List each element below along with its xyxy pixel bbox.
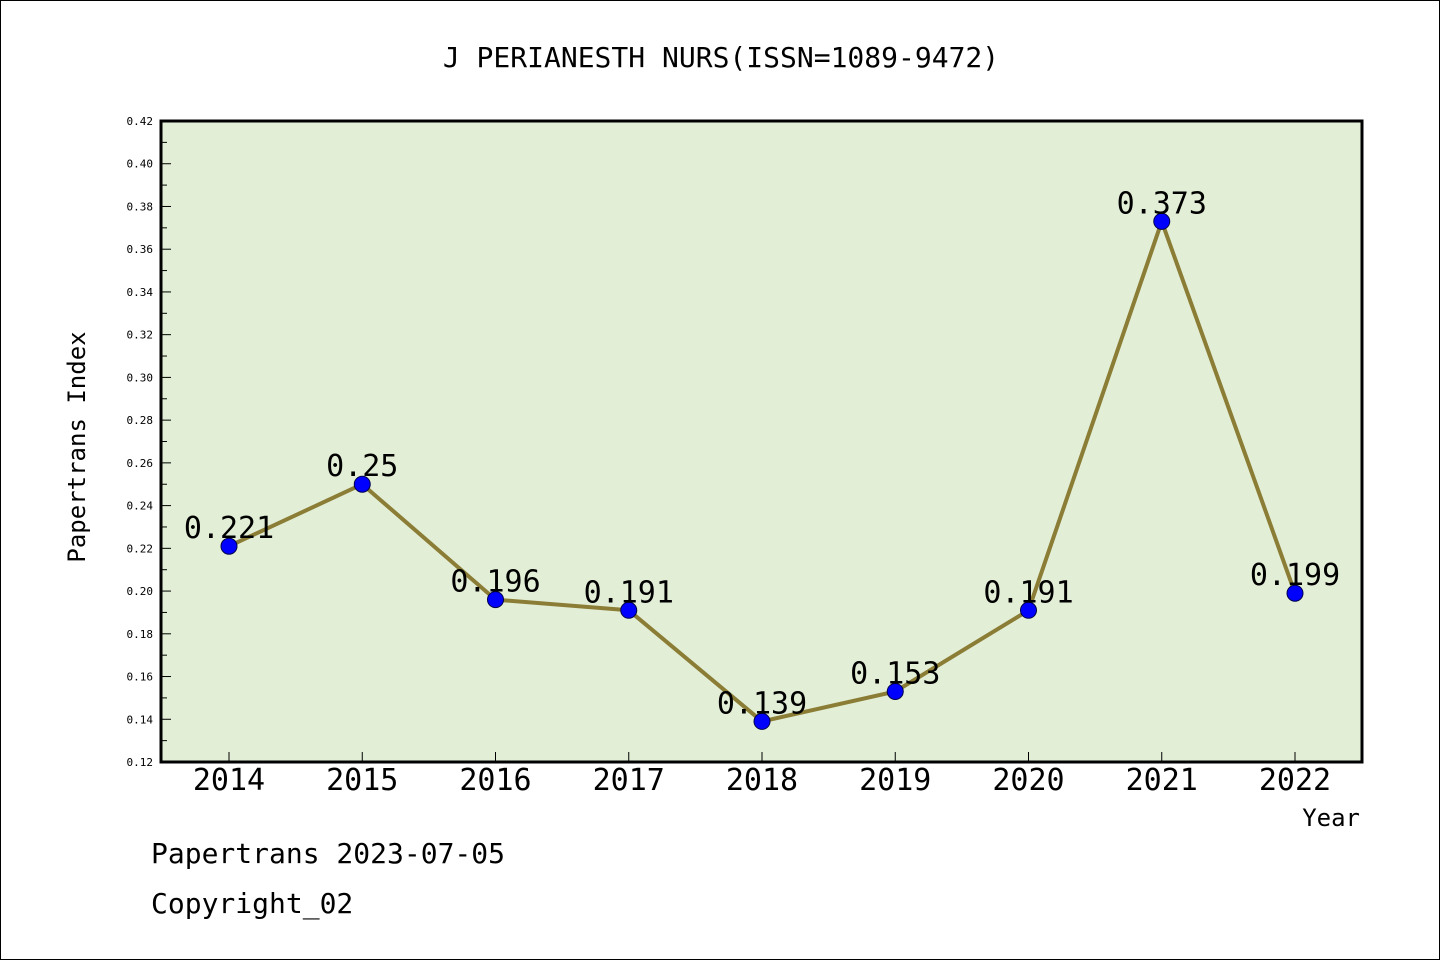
plot-frame [159, 119, 1364, 764]
chart-title: J PERIANESTH NURS(ISSN=1089-9472) [443, 41, 999, 74]
y-tick-label: 0.20 [127, 585, 154, 598]
y-tick-label: 0.40 [127, 158, 154, 171]
data-label: 0.153 [850, 656, 940, 691]
data-point [886, 682, 904, 700]
y-tick-label: 0.24 [127, 500, 154, 513]
y-tick-label: 0.22 [127, 542, 154, 555]
y-tick-label: 0.28 [127, 414, 154, 427]
data-label: 0.196 [450, 565, 540, 600]
y-tick-label: 0.34 [127, 286, 154, 299]
data-point [620, 601, 638, 619]
x-tick-label: 2017 [593, 763, 665, 798]
data-point [487, 591, 504, 609]
y-tick-label: 0.18 [127, 628, 154, 641]
x-axis-label: Year [1302, 804, 1360, 832]
y-tick-label: 0.16 [127, 671, 154, 684]
y-tick-label: 0.14 [127, 713, 154, 726]
x-tick-label: 2016 [459, 763, 531, 798]
y-tick-label: 0.38 [127, 200, 154, 213]
data-label: 0.191 [983, 575, 1073, 610]
x-tick-label: 2015 [326, 763, 398, 798]
data-label: 0.199 [1250, 558, 1340, 593]
data-point [1020, 601, 1037, 619]
data-label: 0.191 [584, 575, 674, 610]
data-label: 0.221 [184, 511, 274, 546]
data-point [1286, 584, 1304, 602]
data-label: 0.139 [717, 686, 807, 721]
y-axis-label: Papertrans Index [63, 331, 91, 562]
y-tick-label: 0.30 [127, 371, 154, 384]
x-tick-label: 2022 [1259, 763, 1331, 798]
y-tick-label: 0.12 [127, 756, 154, 769]
data-point [753, 712, 771, 730]
footer-copyright: Copyright_02 [151, 887, 354, 920]
y-tick-label: 0.26 [127, 457, 154, 470]
data-point [220, 537, 238, 555]
y-tick-label: 0.32 [127, 329, 154, 342]
x-tick-label: 2021 [1126, 763, 1198, 798]
x-tick-label: 2020 [992, 763, 1064, 798]
data-point [1153, 212, 1171, 230]
x-tick-label: 2018 [726, 763, 798, 798]
y-tick-label: 0.36 [127, 243, 154, 256]
x-tick-label: 2019 [859, 763, 931, 798]
data-label: 0.25 [326, 449, 398, 484]
data-label: 0.373 [1117, 186, 1207, 221]
data-point [353, 475, 371, 493]
footer-date: Papertrans 2023-07-05 [151, 837, 506, 870]
y-tick-label: 0.42 [127, 115, 154, 128]
x-tick-label: 2014 [193, 763, 265, 798]
